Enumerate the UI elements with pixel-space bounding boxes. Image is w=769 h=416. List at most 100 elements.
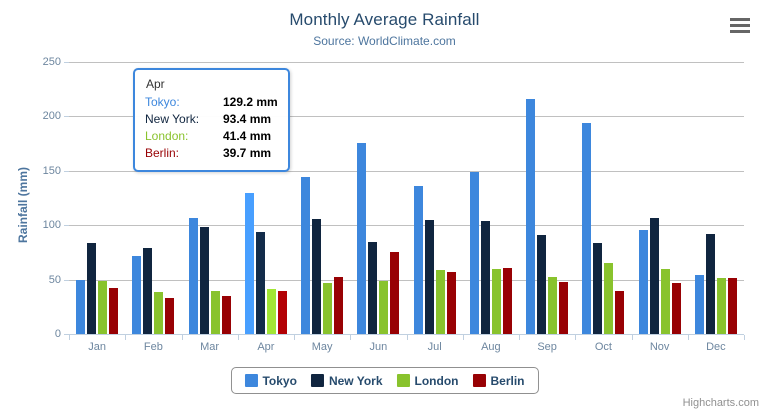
tooltip-row: Berlin: 39.7 mm (145, 145, 278, 162)
bar-tokyo-jul[interactable] (413, 186, 423, 334)
gridline (69, 62, 744, 63)
y-axis-tick-label: 0 (54, 328, 61, 340)
x-axis-tick-label: Aug (481, 341, 501, 353)
y-axis-tick (64, 279, 69, 281)
gridline (69, 170, 744, 172)
hamburger-menu-icon[interactable] (727, 14, 753, 36)
bar-berlin-jan[interactable] (109, 287, 119, 334)
bar-berlin-apr[interactable] (277, 290, 287, 334)
bar-new-york-jan[interactable] (87, 243, 97, 334)
bar-tokyo-dec[interactable] (694, 274, 704, 334)
bar-new-york-nov[interactable] (649, 218, 659, 334)
tooltip-series-value: 39.7 mm (223, 146, 272, 160)
x-axis-tick (237, 335, 239, 340)
x-axis-tick-label: Jan (88, 341, 106, 353)
x-axis-tick (294, 335, 295, 340)
bar-group (301, 62, 344, 334)
bar-london-dec[interactable] (716, 278, 726, 334)
bar-group (469, 62, 512, 334)
y-axis-tick-label: 250 (42, 56, 61, 68)
bar-new-york-feb[interactable] (143, 248, 153, 334)
hamburger-bar (730, 23, 750, 27)
legend-swatch-icon (396, 374, 410, 387)
bar-berlin-jun[interactable] (390, 251, 400, 334)
bar-new-york-dec[interactable] (705, 233, 715, 334)
x-axis-tick (406, 335, 408, 340)
x-axis-tick (631, 335, 633, 340)
tooltip-row: London: 41.4 mm (145, 128, 278, 145)
y-axis-tick (64, 116, 69, 118)
chart-subtitle: Source: WorldClimate.com (313, 34, 456, 48)
y-axis-tick-label: 50 (48, 273, 61, 286)
bar-group (694, 62, 737, 334)
legend-swatch-icon (472, 374, 486, 387)
x-axis-tick (519, 335, 520, 340)
bar-tokyo-nov[interactable] (638, 230, 648, 334)
y-axis-tick (64, 334, 69, 335)
legend-label: London (414, 373, 459, 388)
bar-new-york-apr[interactable] (255, 232, 265, 334)
plot-area (69, 62, 744, 334)
bar-new-york-jul[interactable] (424, 219, 434, 334)
x-axis-tick-label: May (311, 341, 333, 353)
bar-berlin-mar[interactable] (221, 296, 231, 334)
y-axis-tick-label: 200 (42, 110, 61, 123)
tooltip-series-value: 129.2 mm (223, 95, 278, 109)
bar-london-apr[interactable] (266, 288, 276, 334)
tooltip-row: New York: 93.4 mm (145, 111, 278, 128)
bar-berlin-oct[interactable] (615, 291, 625, 334)
bar-berlin-nov[interactable] (671, 283, 681, 334)
credits-label[interactable]: Highcharts.com (682, 397, 759, 409)
x-axis-tick-label: Jun (369, 341, 388, 353)
bar-tokyo-oct[interactable] (582, 122, 592, 334)
bar-new-york-may[interactable] (312, 218, 322, 334)
bar-berlin-dec[interactable] (727, 278, 737, 334)
bar-group (357, 62, 400, 334)
bar-berlin-feb[interactable] (165, 297, 175, 334)
bar-london-jul[interactable] (435, 269, 445, 334)
bar-tokyo-aug[interactable] (469, 172, 479, 334)
bar-new-york-sep[interactable] (537, 234, 547, 334)
bar-tokyo-may[interactable] (301, 177, 311, 334)
bar-tokyo-apr[interactable] (244, 193, 254, 334)
legend-swatch-icon (244, 374, 258, 387)
legend-item-london[interactable]: London (396, 373, 459, 388)
tooltip-series-value: 41.4 mm (223, 129, 272, 143)
bar-new-york-oct[interactable] (593, 243, 603, 334)
tooltip-row: Tokyo: 129.2 mm (145, 94, 278, 111)
bar-london-sep[interactable] (548, 277, 558, 334)
bar-london-oct[interactable] (604, 263, 614, 334)
bar-london-may[interactable] (323, 282, 333, 334)
bar-london-feb[interactable] (154, 291, 164, 334)
tooltip-series-name: Berlin: (145, 146, 180, 160)
bar-tokyo-jun[interactable] (357, 142, 367, 334)
bar-berlin-sep[interactable] (559, 282, 569, 334)
legend-swatch-icon (310, 374, 324, 387)
bar-tokyo-sep[interactable] (526, 98, 536, 334)
bar-berlin-jul[interactable] (446, 271, 456, 334)
bar-new-york-jun[interactable] (368, 242, 378, 334)
chart-tooltip: Apr Tokyo: 129.2 mm New York: 93.4 mm London… (133, 68, 290, 172)
bar-berlin-may[interactable] (334, 276, 344, 334)
bar-new-york-mar[interactable] (199, 226, 209, 334)
bar-berlin-aug[interactable] (502, 268, 512, 334)
gridline (69, 116, 744, 118)
tooltip-series-value: 93.4 mm (223, 112, 272, 126)
x-axis-tick-label: Apr (257, 341, 275, 353)
bar-tokyo-feb[interactable] (132, 256, 142, 334)
bar-tokyo-mar[interactable] (188, 218, 198, 334)
legend-item-tokyo[interactable]: Tokyo (244, 374, 297, 388)
x-axis-tick-label: Oct (594, 341, 612, 353)
bar-london-aug[interactable] (491, 269, 501, 334)
bar-london-nov[interactable] (660, 269, 670, 334)
legend-item-berlin[interactable]: Berlin (472, 374, 525, 388)
bar-london-mar[interactable] (210, 291, 220, 334)
bar-london-jan[interactable] (98, 280, 108, 334)
bar-new-york-aug[interactable] (480, 220, 490, 334)
bar-london-jun[interactable] (379, 281, 389, 334)
tooltip-series-name: London: (145, 129, 189, 143)
x-axis-tick (462, 335, 464, 340)
legend-item-new-york[interactable]: New York (310, 374, 383, 388)
bar-tokyo-jan[interactable] (76, 279, 86, 334)
